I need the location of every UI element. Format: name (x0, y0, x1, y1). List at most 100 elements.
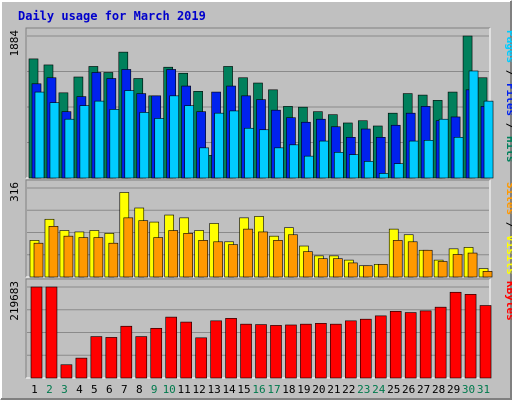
legend-kbytes: KBytes (504, 281, 512, 321)
bar-pages-day-14 (229, 110, 239, 179)
x-tick-label-day-8: 8 (136, 383, 143, 396)
bar-pages-day-31 (483, 100, 494, 179)
bar-kbytes-day-1 (30, 286, 43, 379)
bar-sites-day-11 (183, 233, 193, 278)
bar-sites-day-8 (138, 220, 149, 278)
legend-separator: / (504, 116, 512, 136)
bar-pages-day-25 (393, 163, 404, 179)
x-tick-label-day-24: 24 (372, 383, 386, 396)
x-tick-label-day-18: 18 (282, 383, 295, 396)
bar-kbytes-day-29 (449, 291, 462, 379)
bar-kbytes-day-24 (374, 315, 387, 379)
x-tick-label-day-7: 7 (121, 383, 128, 396)
bar-pages-day-27 (423, 140, 434, 179)
bar-pages-day-19 (304, 155, 314, 179)
bar-pages-day-10 (169, 95, 180, 179)
x-tick-label-day-26: 26 (402, 383, 415, 396)
bar-pages-day-22 (349, 154, 359, 179)
x-tick-label-day-22: 22 (342, 383, 355, 396)
x-tick-label-day-20: 20 (312, 383, 325, 396)
bar-kbytes-day-27 (419, 310, 432, 379)
bar-kbytes-day-30 (464, 294, 477, 379)
bar-sites-day-3 (63, 235, 74, 278)
bar-sites-day-20 (318, 258, 328, 278)
bar-sites-day-19 (303, 251, 313, 278)
legend-pages: Pages (504, 30, 512, 63)
x-tick-label-day-3: 3 (61, 383, 68, 396)
bar-pages-day-11 (184, 105, 194, 179)
bar-kbytes-day-6 (105, 337, 118, 379)
bar-sites-day-26 (407, 241, 418, 278)
bar-pages-day-30 (468, 70, 479, 179)
panel-visits-max-label: 316 (8, 182, 21, 202)
panel-visits-frame-top (25, 179, 490, 277)
bar-sites-day-5 (93, 237, 104, 278)
bar-pages-day-2 (49, 102, 60, 179)
x-tick-label-day-4: 4 (76, 383, 83, 396)
bar-kbytes-day-13 (210, 320, 222, 379)
x-tick-label-day-12: 12 (193, 383, 206, 396)
legend-sites: Sites (504, 182, 512, 215)
x-tick-label-day-30: 30 (462, 383, 475, 396)
bar-sites-day-6 (108, 242, 119, 278)
bar-sites-day-13 (213, 241, 223, 278)
bar-sites-day-24 (377, 264, 388, 278)
panel-kbytes-frame-top (25, 278, 490, 378)
bar-kbytes-day-5 (90, 336, 103, 379)
chart-panels: 1884 Pages / Files / Hits 316 Sites / Visit… (8, 27, 512, 379)
bar-sites-day-14 (228, 244, 238, 278)
bar-sites-day-16 (258, 231, 268, 278)
bar-kbytes-day-15 (240, 323, 252, 379)
bar-sites-day-31 (482, 271, 493, 278)
panel-visits: 316 Sites / Visits (8, 179, 512, 278)
bar-sites-day-10 (168, 230, 179, 278)
bar-pages-day-4 (79, 105, 90, 179)
x-tick-label-day-21: 21 (327, 383, 340, 396)
x-tick-label-day-19: 19 (297, 383, 310, 396)
bar-pages-day-15 (244, 127, 254, 179)
bar-sites-day-17 (273, 240, 283, 278)
panel-hits: 1884 Pages / Files / Hits (8, 27, 512, 179)
bar-kbytes-day-28 (434, 306, 447, 379)
bar-kbytes-day-14 (225, 318, 237, 379)
bar-pages-day-21 (334, 152, 344, 179)
x-tick-label-day-29: 29 (447, 383, 460, 396)
bar-pages-day-18 (289, 144, 299, 179)
panel-hits-frame-top (25, 27, 490, 178)
bar-kbytes-day-23 (359, 318, 372, 379)
bar-sites-day-21 (333, 258, 343, 278)
bar-kbytes-day-11 (180, 321, 192, 379)
bar-files-day-24 (375, 136, 386, 179)
x-tick-label-day-11: 11 (178, 383, 191, 396)
bar-pages-day-9 (154, 118, 165, 179)
series-kbytes (30, 286, 492, 379)
bar-kbytes-day-7 (120, 325, 133, 379)
x-tick-label-day-16: 16 (252, 383, 265, 396)
bar-pages-day-16 (259, 129, 269, 179)
bar-pages-day-24 (378, 173, 389, 179)
x-axis-labels: 1 2 3 4 5 6 7 8 9 10 11 12 13 14 15 16 17 18 19 20 21 22 23 24 2… (31, 383, 490, 396)
bar-sites-day-12 (198, 240, 208, 278)
bar-kbytes-day-25 (389, 311, 402, 379)
legend-visits: Visits (504, 235, 512, 275)
x-tick-label-day-14: 14 (222, 383, 236, 396)
bar-kbytes-day-31 (479, 305, 492, 379)
bar-sites-day-15 (243, 228, 253, 278)
bar-pages-day-20 (319, 140, 329, 179)
bar-pages-day-7 (124, 90, 135, 179)
bar-kbytes-day-3 (60, 364, 73, 379)
bar-sites-day-30 (467, 252, 478, 278)
bar-kbytes-day-2 (45, 286, 58, 379)
bar-kbytes-day-18 (285, 324, 297, 379)
legend-files: Files (504, 83, 512, 116)
x-tick-label-day-1: 1 (31, 383, 38, 396)
bar-sites-day-22 (348, 262, 358, 278)
bar-kbytes-day-10 (165, 316, 178, 379)
bar-kbytes-day-22 (345, 320, 357, 379)
panel-visits-legend: Sites / Visits (504, 182, 512, 275)
bar-kbytes-day-9 (150, 327, 163, 379)
bar-kbytes-day-17 (270, 325, 282, 379)
bar-kbytes-day-19 (300, 323, 312, 379)
